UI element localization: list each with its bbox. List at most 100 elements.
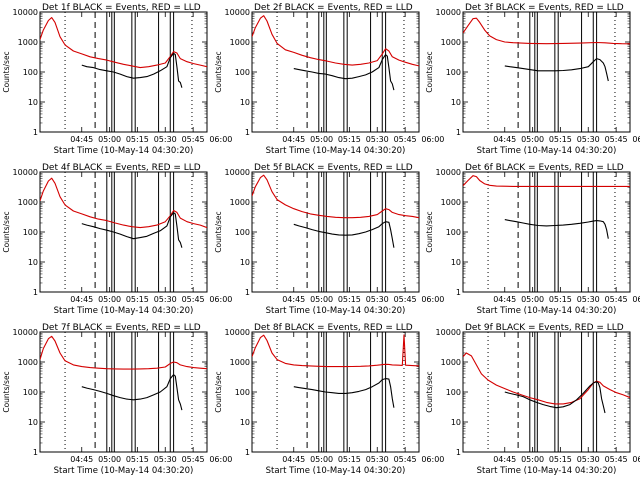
chart-panel-8: Det 8f BLACK = Events, RED = LLD 1 10 100 10…	[214, 323, 444, 476]
y-tick-label: 1	[456, 288, 461, 297]
y-tick-label: 10	[240, 418, 250, 427]
y-tick-label: 1	[33, 128, 38, 137]
chart-title: Det 2f BLACK = Events, RED = LLD	[254, 3, 413, 13]
x-tick-label: 05:15	[338, 295, 361, 304]
y-tick-label: 1	[245, 288, 250, 297]
y-tick-label: 10	[28, 258, 38, 267]
y-tick-label: 10000	[436, 168, 461, 177]
y-tick-label: 10000	[13, 168, 38, 177]
series-line-red-lld	[252, 15, 419, 67]
chart-panel-1: Det 1f BLACK = Events, RED = LLD 1 10 100 10…	[2, 3, 232, 156]
series-line-red-lld	[463, 352, 630, 405]
x-tick-label: 05:00	[98, 455, 121, 464]
x-tick-label: 06:00	[421, 135, 444, 144]
series-line-black-events	[81, 374, 183, 411]
x-axis-label: Start Time (10-May-14 04:30:20)	[477, 146, 617, 156]
y-tick-label: 1	[245, 448, 250, 457]
y-tick-label: 10000	[225, 168, 250, 177]
y-axis-label: Counts/sec	[214, 211, 223, 252]
y-tick-label: 100	[235, 68, 250, 77]
chart-title: Det 5f BLACK = Events, RED = LLD	[254, 163, 413, 173]
y-tick-label: 1	[456, 128, 461, 137]
series-line-black-events	[293, 221, 395, 248]
y-tick-label: 100	[446, 228, 461, 237]
series-line-red-lld	[40, 335, 207, 370]
x-tick-label: 04:45	[493, 295, 516, 304]
x-tick-label: 06:00	[632, 295, 640, 304]
x-tick-label: 05:45	[182, 135, 205, 144]
x-tick-label: 05:30	[577, 295, 600, 304]
series-group	[252, 334, 419, 408]
x-tick-label: 04:45	[70, 135, 93, 144]
x-tick-label: 05:30	[366, 135, 389, 144]
x-tick-label: 06:00	[632, 455, 640, 464]
x-tick-label: 05:45	[394, 455, 417, 464]
x-axis-label: Start Time (10-May-14 04:30:20)	[54, 146, 194, 156]
y-axis-label: Counts/sec	[2, 51, 11, 92]
y-tick-label: 1000	[230, 38, 250, 47]
series-line-black-events	[504, 381, 606, 414]
x-tick-label: 05:00	[521, 295, 544, 304]
x-axis-label: Start Time (10-May-14 04:30:20)	[266, 146, 406, 156]
x-axis-label: Start Time (10-May-14 04:30:20)	[266, 466, 406, 476]
y-tick-label: 10	[240, 258, 250, 267]
series-line-black-events	[81, 52, 183, 88]
series-line-black-events	[293, 54, 395, 91]
series-line-red-lld	[252, 174, 419, 219]
y-tick-label: 1000	[441, 38, 461, 47]
y-tick-label: 1000	[441, 358, 461, 367]
x-tick-label: 05:45	[605, 455, 628, 464]
x-tick-label: 05:15	[338, 455, 361, 464]
y-axis-label: Counts/sec	[425, 211, 434, 252]
chart-panel-9: Det 9f BLACK = Events, RED = LLD 1 10 100 10…	[425, 323, 640, 476]
y-tick-label: 1000	[18, 358, 38, 367]
series-line-black-events	[293, 378, 395, 408]
chart-title: Det 9f BLACK = Events, RED = LLD	[465, 323, 624, 333]
chart-panel-5: Det 5f BLACK = Events, RED = LLD 1 10 100 10…	[214, 163, 444, 316]
series-group	[252, 174, 419, 248]
series-line-red-lld	[463, 17, 630, 45]
x-axis-label: Start Time (10-May-14 04:30:20)	[477, 306, 617, 316]
y-tick-label: 10000	[436, 328, 461, 337]
x-tick-label: 05:30	[577, 455, 600, 464]
y-tick-label: 100	[446, 388, 461, 397]
series-line-black-events	[504, 58, 609, 82]
x-axis-label: Start Time (10-May-14 04:30:20)	[477, 466, 617, 476]
y-tick-label: 10	[28, 98, 38, 107]
x-tick-label: 05:45	[394, 135, 417, 144]
series-group	[40, 177, 207, 248]
x-tick-label: 05:15	[338, 135, 361, 144]
x-tick-label: 04:45	[70, 455, 93, 464]
x-tick-label: 05:00	[310, 455, 333, 464]
x-tick-label: 06:00	[209, 295, 232, 304]
x-tick-label: 05:45	[394, 295, 417, 304]
x-tick-label: 05:45	[182, 455, 205, 464]
series-line-black-events	[504, 219, 609, 239]
chart-panel-6: Det 6f BLACK = Events, RED = LLD 1 10 100 10…	[425, 163, 640, 316]
chart-panel-7: Det 7f BLACK = Events, RED = LLD 1 10 100 10…	[2, 323, 232, 476]
x-tick-label: 04:45	[282, 455, 305, 464]
y-tick-label: 10000	[13, 328, 38, 337]
series-line-black-events	[81, 212, 183, 248]
x-tick-label: 05:00	[98, 295, 121, 304]
x-tick-label: 06:00	[209, 135, 232, 144]
x-tick-label: 05:15	[549, 135, 572, 144]
y-tick-label: 10	[451, 98, 461, 107]
x-tick-label: 05:30	[154, 455, 177, 464]
x-axis-label: Start Time (10-May-14 04:30:20)	[266, 306, 406, 316]
x-tick-label: 05:45	[605, 295, 628, 304]
y-tick-label: 1	[33, 288, 38, 297]
y-axis-label: Counts/sec	[214, 371, 223, 412]
series-line-red-lld	[40, 17, 207, 69]
x-tick-label: 05:15	[549, 455, 572, 464]
y-tick-label: 10	[451, 418, 461, 427]
x-tick-label: 05:15	[549, 295, 572, 304]
x-tick-label: 05:00	[310, 135, 333, 144]
series-group	[40, 335, 207, 411]
x-tick-label: 04:45	[282, 135, 305, 144]
y-tick-label: 1	[456, 448, 461, 457]
y-tick-label: 1000	[230, 358, 250, 367]
series-group	[463, 352, 630, 414]
chart-title: Det 4f BLACK = Events, RED = LLD	[42, 163, 201, 173]
